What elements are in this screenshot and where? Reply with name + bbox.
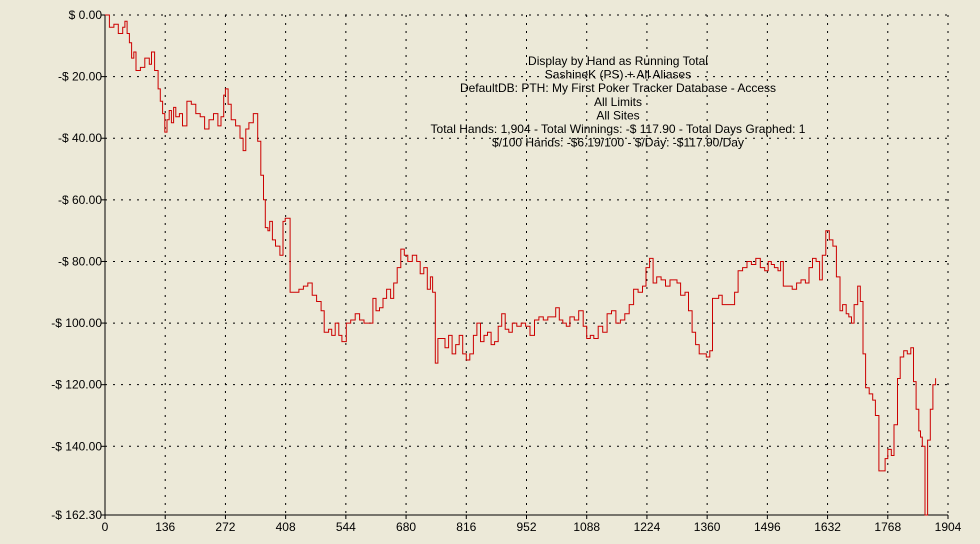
tick-layer: $ 0.00 -$ 20.00 -$ 40.00 -$ 60.00 -$ 80.00 -$…	[51, 8, 961, 534]
x-tick-label: 272	[215, 520, 235, 534]
x-tick-label: 408	[276, 520, 296, 534]
x-tick-label: 1904	[935, 520, 962, 534]
y-tick-label: -$ 162.30	[51, 508, 102, 522]
x-tick-label: 544	[336, 520, 356, 534]
y-tick-label: -$ 100.00	[51, 316, 102, 330]
y-tick-label: -$ 20.00	[58, 70, 102, 84]
info-line: All Limits	[594, 95, 642, 109]
info-line: SashineK (PS) + All Aliases	[545, 68, 691, 82]
x-tick-label: 1224	[634, 520, 661, 534]
info-line: DefaultDB: PTH: My First Poker Tracker D…	[460, 81, 776, 95]
x-tick-label: 952	[516, 520, 536, 534]
grid-layer	[105, 14, 949, 515]
y-tick-label: -$ 140.00	[51, 439, 102, 453]
info-line: All Sites	[596, 108, 639, 122]
x-tick-label: 1496	[754, 520, 781, 534]
x-tick-label: 1360	[694, 520, 721, 534]
y-tick-label: -$ 60.00	[58, 193, 102, 207]
y-tick-label: -$ 120.00	[51, 378, 102, 392]
y-tick-label: -$ 80.00	[58, 254, 102, 268]
x-tick-label: 1088	[573, 520, 600, 534]
x-tick-label: 680	[396, 520, 416, 534]
x-tick-label: 136	[155, 520, 175, 534]
x-tick-label: 1632	[814, 520, 841, 534]
x-tick-label: 1768	[874, 520, 901, 534]
x-tick-label: 816	[456, 520, 476, 534]
info-line: $/100 Hands: -$6.19/100 - $/Day: -$117.9…	[492, 136, 744, 150]
series-layer	[105, 14, 937, 516]
series-line-0	[105, 14, 937, 516]
y-tick-label: $ 0.00	[69, 8, 103, 22]
info-line: Total Hands: 1,904 - Total Winnings: -$ …	[431, 122, 806, 136]
chart-info-box: Display by Hand as Running TotalSashineK…	[431, 54, 806, 150]
x-tick-label: 0	[102, 520, 109, 534]
y-tick-label: -$ 40.00	[58, 131, 102, 145]
info-line: Display by Hand as Running Total	[528, 54, 708, 68]
